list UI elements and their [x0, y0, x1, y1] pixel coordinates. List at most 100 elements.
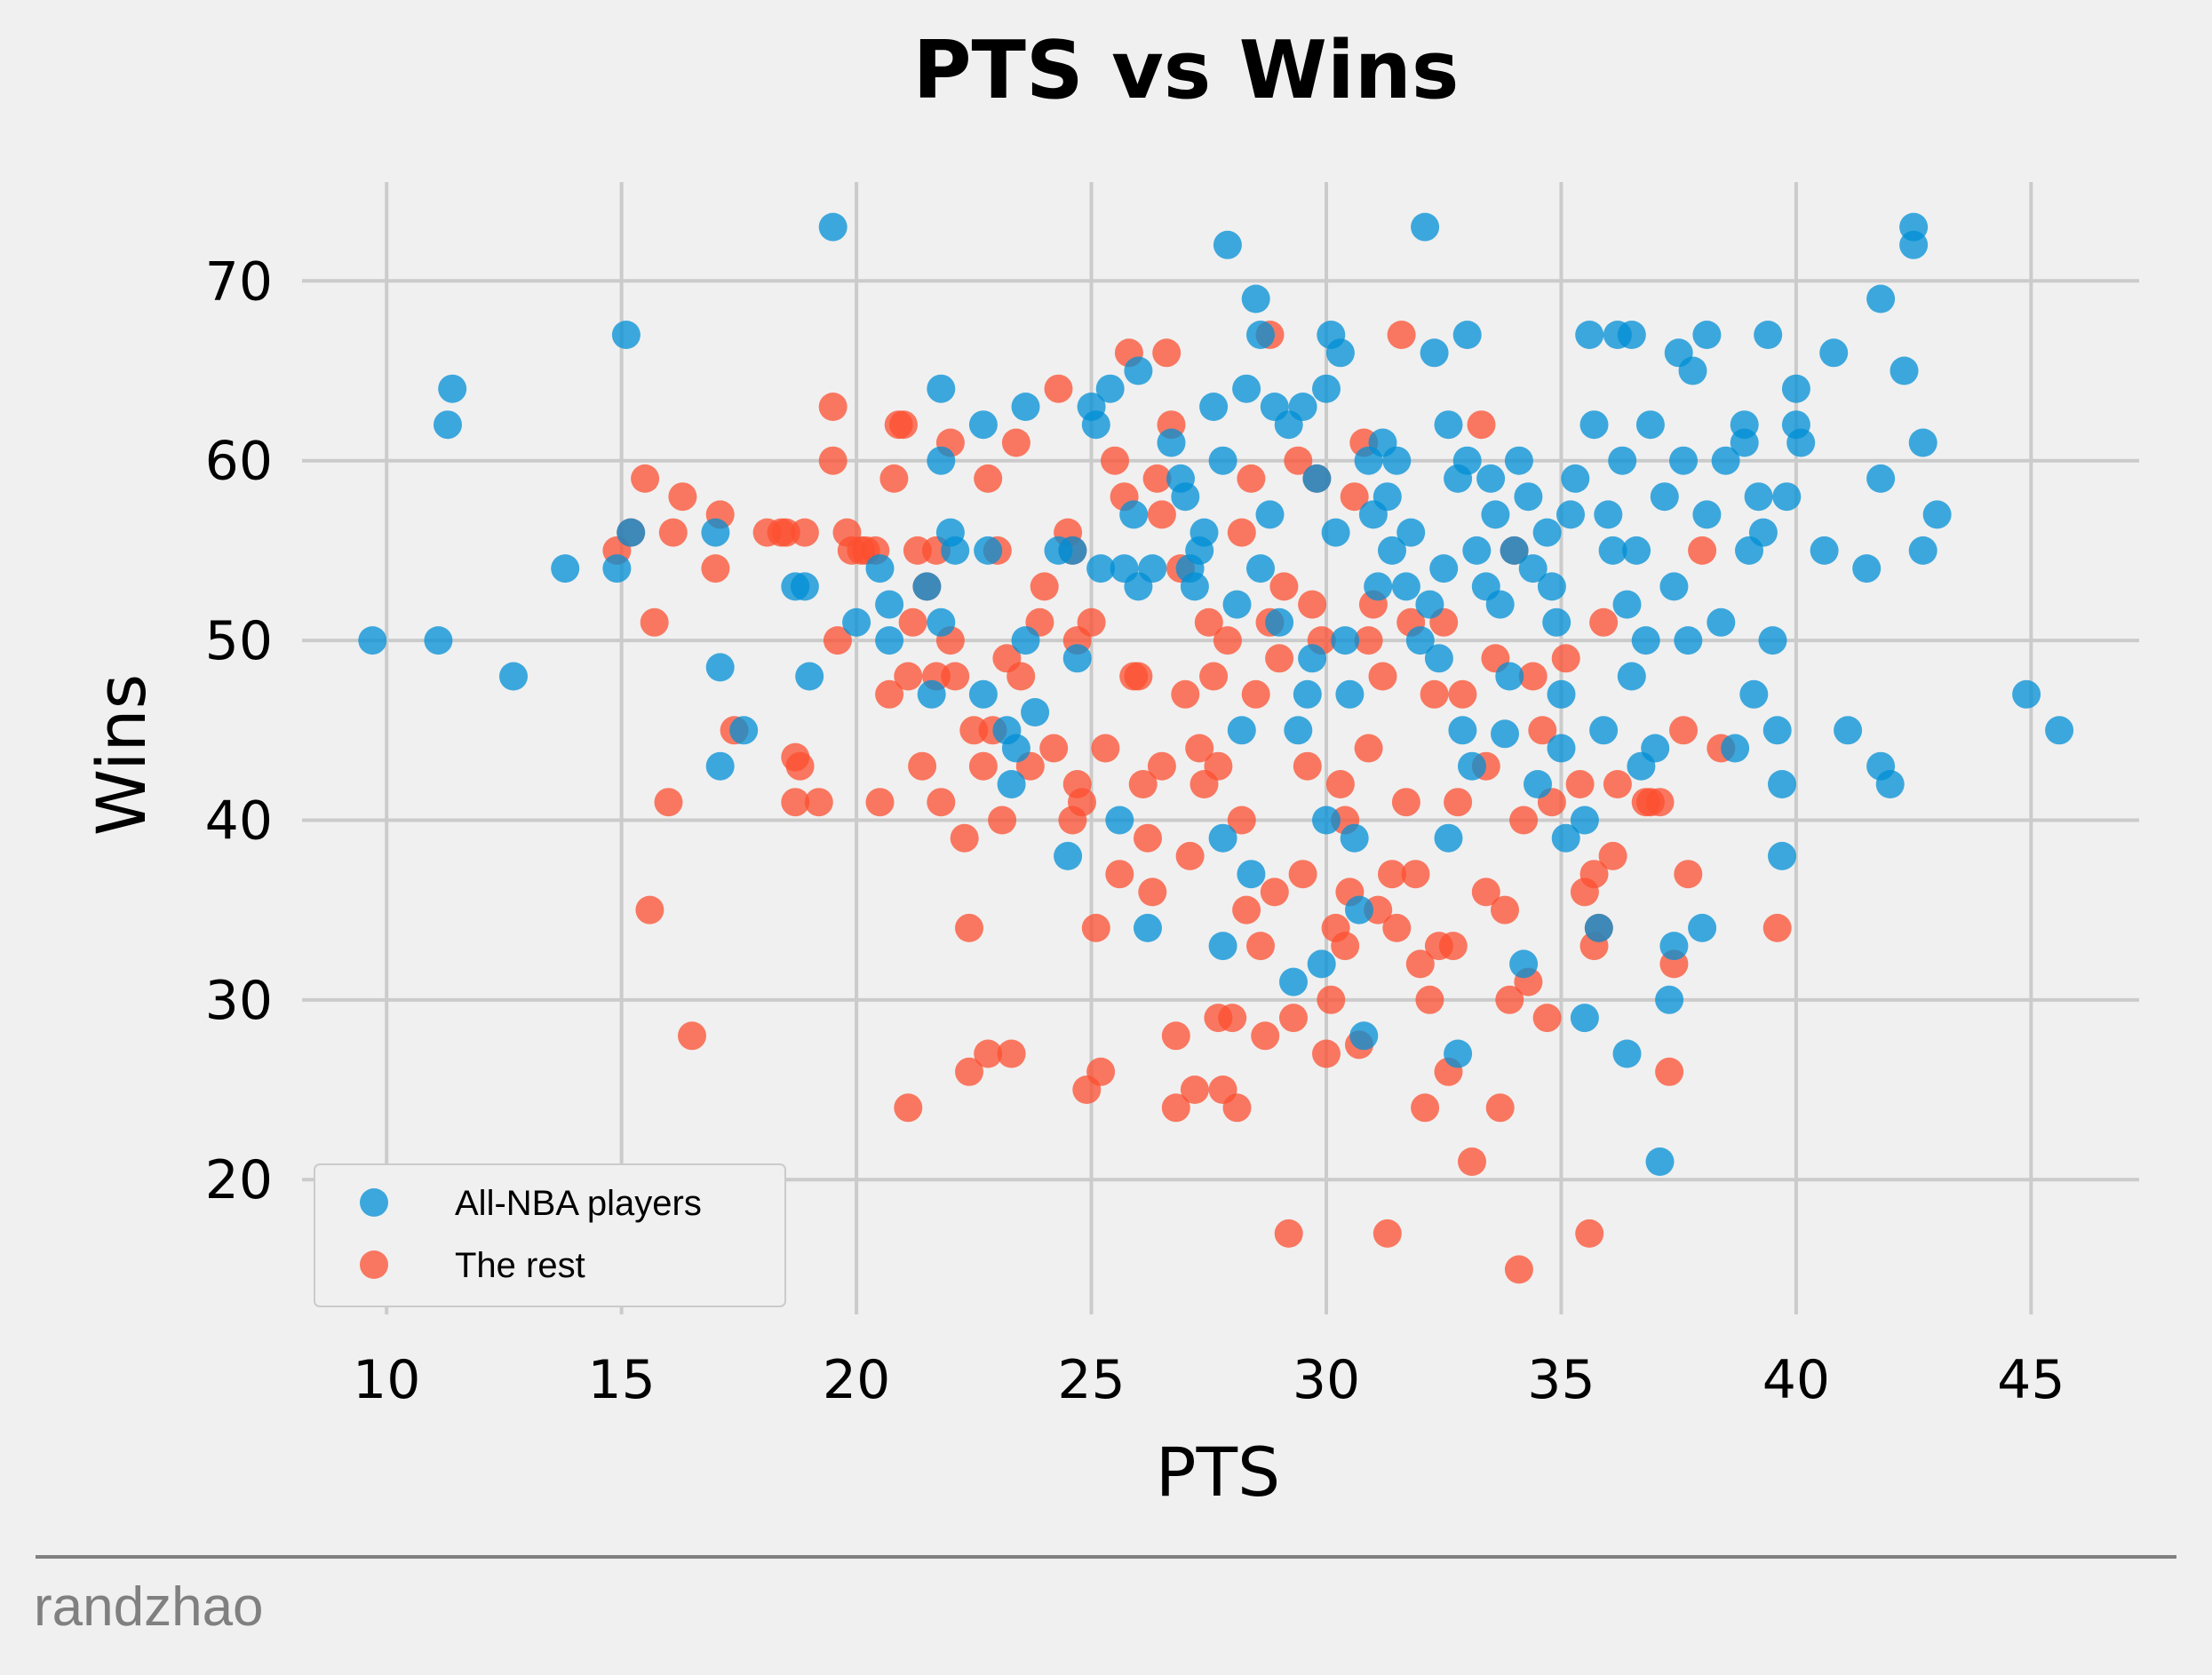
all-nba-point: [1570, 1004, 1599, 1033]
the-rest-point: [1030, 572, 1059, 601]
the-rest-point: [1467, 410, 1496, 440]
all-nba-point: [1721, 734, 1750, 763]
legend-marker-the-rest: [360, 1250, 388, 1279]
all-nba-point: [1058, 536, 1087, 565]
the-rest-point: [658, 518, 688, 547]
x-axis-label: PTS: [1156, 1433, 1281, 1512]
the-rest-point: [1589, 607, 1619, 637]
all-nba-point: [1890, 356, 1919, 385]
all-nba-point: [1434, 410, 1463, 440]
the-rest-point: [1391, 788, 1420, 817]
all-nba-point: [1748, 518, 1778, 547]
legend-label-the-rest: The rest: [455, 1246, 585, 1285]
the-rest-point: [790, 518, 819, 547]
all-nba-point: [1739, 679, 1769, 709]
the-rest-point: [1655, 1057, 1684, 1086]
the-rest-point: [865, 788, 895, 817]
the-rest-point: [1424, 932, 1453, 961]
all-nba-point: [1542, 607, 1571, 637]
the-rest-point: [1603, 770, 1632, 798]
the-rest-point: [1039, 734, 1069, 763]
all-nba-point: [1180, 572, 1209, 601]
all-nba-point: [1758, 626, 1787, 655]
signature-text: randzhao: [34, 1576, 264, 1638]
all-nba-point: [1208, 446, 1237, 475]
the-rest-point: [1269, 572, 1299, 601]
the-rest-point: [1274, 1219, 1303, 1248]
all-nba-point: [617, 518, 646, 547]
all-nba-point: [1659, 572, 1689, 601]
all-nba-point: [1589, 716, 1619, 745]
all-nba-point: [1415, 590, 1444, 619]
the-rest-point: [1105, 860, 1134, 889]
all-nba-point: [1134, 913, 1162, 942]
the-rest-point: [1368, 662, 1397, 691]
all-nba-point: [1246, 554, 1275, 583]
the-rest-point: [955, 1057, 983, 1086]
all-nba-point: [1444, 1039, 1473, 1068]
all-nba-point: [1594, 500, 1623, 529]
all-nba-point: [1434, 823, 1463, 853]
all-nba-point: [1396, 518, 1426, 547]
the-rest-point: [1471, 877, 1500, 907]
all-nba-point: [1711, 446, 1740, 475]
all-nba-point: [974, 536, 1003, 565]
the-rest-point: [1180, 1076, 1209, 1104]
all-nba-point: [438, 374, 467, 403]
all-nba-point: [1500, 536, 1529, 565]
the-rest-point: [879, 464, 909, 493]
legend: All-NBA players The rest: [314, 1163, 786, 1307]
all-nba-point: [1284, 716, 1313, 745]
the-rest-point: [1293, 751, 1322, 781]
all-nba-point: [1575, 321, 1604, 349]
all-nba-point: [1514, 482, 1543, 512]
the-rest-point: [1001, 428, 1030, 457]
all-nba-point: [1551, 823, 1580, 853]
all-nba-point: [1232, 374, 1261, 403]
all-nba-point: [968, 679, 998, 709]
the-rest-point: [1007, 662, 1036, 691]
all-nba-point: [1021, 698, 1050, 726]
the-rest-point: [823, 626, 852, 655]
the-rest-point: [1387, 321, 1416, 349]
the-rest-point: [1147, 500, 1176, 529]
all-nba-point: [1650, 482, 1679, 512]
the-rest-point: [1579, 860, 1609, 889]
the-rest-point: [1284, 446, 1313, 475]
all-nba-point: [1448, 716, 1477, 745]
all-nba-point: [1645, 1147, 1675, 1176]
the-rest-point: [1147, 751, 1176, 781]
all-nba-point: [1062, 644, 1092, 673]
the-rest-point: [818, 393, 847, 421]
all-nba-point: [1622, 536, 1651, 565]
the-rest-point: [1044, 374, 1073, 403]
all-nba-point: [1908, 428, 1937, 457]
all-nba-point: [1054, 841, 1083, 870]
the-rest-point: [1669, 716, 1698, 745]
legend-marker-all-nba: [360, 1188, 388, 1217]
all-nba-point: [1011, 626, 1040, 655]
all-nba-point: [1405, 626, 1435, 655]
all-nba-point: [1612, 1039, 1642, 1068]
all-nba-point: [1373, 482, 1402, 512]
the-rest-point: [1382, 913, 1412, 942]
the-rest-point: [950, 823, 979, 853]
all-nba-point: [1518, 554, 1548, 583]
all-nba-point: [1157, 428, 1186, 457]
the-rest-point: [1485, 1093, 1515, 1123]
all-nba-point: [1171, 482, 1200, 512]
all-nba-point: [499, 662, 528, 691]
all-nba-point: [1340, 823, 1369, 853]
all-nba-point: [1208, 932, 1237, 961]
all-nba-point: [1631, 626, 1660, 655]
all-nba-point: [1237, 860, 1266, 889]
all-nba-point: [1485, 590, 1515, 619]
the-rest-point: [875, 679, 904, 709]
the-rest-point: [1631, 788, 1660, 817]
the-rest-point: [1491, 895, 1519, 925]
all-nba-point: [1458, 751, 1486, 781]
the-rest-point: [955, 913, 983, 942]
all-nba-point: [1190, 518, 1219, 547]
legend-label-all-nba: All-NBA players: [455, 1184, 702, 1223]
all-nba-point: [1655, 985, 1684, 1014]
